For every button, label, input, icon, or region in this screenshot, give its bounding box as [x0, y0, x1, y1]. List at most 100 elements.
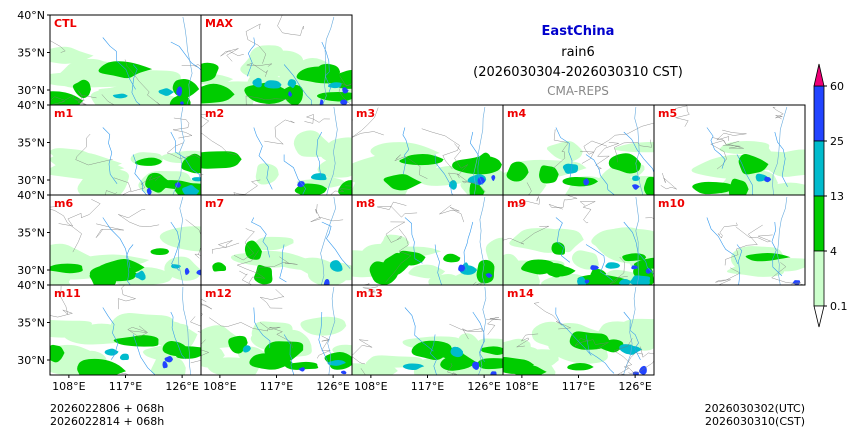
panel-map — [706, 196, 805, 285]
river-line — [774, 131, 788, 187]
rain-storm-area — [764, 176, 772, 183]
province-boundary — [771, 262, 805, 285]
title-model: CMA-REPS — [547, 84, 609, 98]
rain-moderate-area — [546, 262, 568, 278]
province-boundary — [220, 48, 244, 62]
coastline — [776, 196, 788, 285]
rain-heavy-area — [562, 163, 579, 174]
panel-label: m14 — [507, 287, 534, 300]
river-line — [102, 37, 136, 90]
province-boundary — [95, 223, 124, 238]
panel-map — [503, 286, 654, 375]
coastline — [623, 286, 637, 375]
province-boundary — [233, 228, 255, 261]
province-boundary — [259, 322, 293, 349]
river-line — [469, 131, 483, 185]
province-boundary — [715, 267, 741, 285]
rain-storm-area — [590, 265, 599, 271]
rain-heavy-area — [327, 82, 342, 89]
rain-storm-area — [491, 174, 496, 182]
rain-storm-area — [342, 87, 349, 94]
rain-moderate-area — [396, 250, 426, 266]
province-boundary — [581, 123, 654, 164]
init-time-2: 2026022814 + 068h — [50, 415, 164, 428]
footer: 2026022806 + 068h 2026022814 + 068h 2026… — [50, 402, 805, 428]
province-boundary — [105, 190, 118, 195]
province-boundary — [526, 182, 532, 195]
rain-moderate-area — [254, 264, 273, 285]
province-boundary — [201, 298, 213, 317]
rain-moderate-area — [201, 62, 219, 83]
province-boundary — [172, 117, 193, 139]
rain-moderate-area — [134, 157, 163, 166]
province-boundary — [645, 217, 654, 220]
panel-label: m12 — [205, 287, 232, 300]
rain-heavy-area — [287, 79, 297, 89]
province-boundary — [533, 302, 572, 330]
rain-storm-area — [472, 361, 479, 370]
rain-heavy-area — [252, 77, 262, 88]
province-boundary — [674, 105, 690, 127]
rain-light-area — [207, 357, 259, 375]
panel-m9: m9 — [502, 194, 655, 286]
rain-moderate-area — [643, 176, 654, 195]
province-boundary — [317, 335, 331, 359]
panel-label: m3 — [356, 107, 375, 120]
rain-light-area — [320, 137, 352, 163]
rain-moderate-area — [369, 261, 400, 285]
panel-label: MAX — [205, 17, 233, 30]
init-time-1: 2026022806 + 068h — [50, 402, 164, 415]
province-boundary — [260, 289, 285, 309]
rain-moderate-area — [443, 253, 461, 263]
river-line — [430, 334, 437, 375]
x-tick-label: 126°E — [165, 380, 198, 393]
rain-heavy-area — [242, 345, 251, 353]
province-boundary — [580, 140, 608, 155]
x-tick-label: 117°E — [109, 380, 142, 393]
province-boundary — [310, 204, 344, 222]
rain-moderate-area — [316, 92, 352, 102]
coastline — [635, 196, 640, 285]
panel-label: m7 — [205, 197, 224, 210]
province-boundary — [518, 195, 540, 206]
province-boundary — [50, 95, 74, 105]
panel-label: m4 — [507, 107, 526, 120]
rain-moderate-area — [72, 79, 91, 99]
province-boundary — [609, 256, 628, 285]
river-line — [472, 311, 485, 362]
rain-storm-area — [164, 355, 173, 363]
province-boundary — [360, 283, 371, 285]
panel-m3: m3 — [351, 104, 504, 196]
rain-heavy-area — [158, 88, 174, 96]
rain-storm-area — [490, 371, 497, 375]
rain-moderate-area — [316, 65, 339, 82]
rain-moderate-area — [50, 344, 65, 363]
river-line — [736, 244, 743, 285]
river-line — [102, 127, 118, 184]
province-boundary — [166, 142, 201, 159]
coastline — [327, 286, 336, 375]
rain-heavy-area — [182, 184, 200, 195]
province-boundary — [779, 282, 802, 285]
province-boundary — [236, 250, 266, 284]
rain-moderate-area — [577, 274, 631, 285]
axes-layer: 40°N 35°N 30°N 40°N 35°N 30°N 40°N 35°N 30°N 40°N… — [17, 9, 652, 393]
province-boundary — [712, 137, 744, 149]
rain-light-area — [201, 343, 225, 368]
rain-heavy-area — [605, 262, 621, 269]
river-line — [132, 154, 148, 195]
province-boundary — [209, 317, 271, 332]
province-boundary — [552, 129, 569, 170]
rain-light-area — [293, 130, 332, 157]
province-boundary — [377, 201, 418, 218]
rain-moderate-area — [567, 363, 594, 371]
rain-heavy-area — [264, 80, 282, 89]
title-block: EastChina rain6 (2026030304-2026030310 C… — [473, 24, 683, 98]
y-tick-label: 35°N — [17, 317, 45, 330]
river-line — [321, 41, 331, 93]
rain-light-area — [614, 141, 654, 153]
panel-max: MAX — [200, 14, 353, 106]
rain-moderate-area — [745, 253, 791, 262]
rain-light-area — [546, 140, 583, 162]
rain-moderate-area — [113, 335, 159, 347]
